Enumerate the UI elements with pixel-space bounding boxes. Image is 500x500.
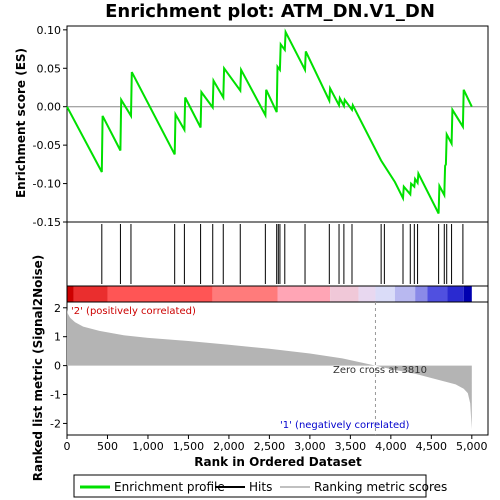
es-ytick-label: -0.05 — [33, 139, 61, 152]
legend-label: Enrichment profile — [114, 480, 225, 494]
es-ytick-label: -0.15 — [33, 216, 61, 229]
es-panel-frame — [66, 25, 489, 223]
x-tick-label: 3,000 — [294, 440, 326, 453]
colorbar-segment — [447, 286, 464, 302]
x-tick-label: 1,500 — [173, 440, 205, 453]
x-tick-label: 4,000 — [375, 440, 407, 453]
x-tick-label: 3,500 — [335, 440, 367, 453]
x-tick-label: 500 — [97, 440, 118, 453]
negative-correlation-label: '1' (negatively correlated) — [280, 420, 409, 431]
zero-cross-label: Zero cross at 3810 — [333, 365, 427, 376]
metric-ytick-label: 2 — [54, 302, 61, 315]
x-axis-label: Rank in Ordered Dataset — [194, 455, 362, 469]
colorbar-segment — [73, 286, 108, 302]
x-tick-label: 2,500 — [254, 440, 286, 453]
colorbar-segment — [277, 286, 331, 302]
enrichment-profile-line — [66, 28, 473, 214]
x-tick-label: 5,000 — [456, 440, 488, 453]
colorbar-segment — [212, 286, 278, 302]
x-tick-label: 2,000 — [213, 440, 245, 453]
colorbar-segment — [67, 286, 74, 302]
legend-box — [73, 474, 427, 498]
es-ytick-label: 0.00 — [37, 101, 62, 114]
legend-label: Hits — [249, 480, 272, 494]
colorbar-segment — [463, 286, 472, 302]
es-ytick-label: 0.05 — [37, 62, 62, 75]
es-ytick-label: 0.10 — [37, 24, 62, 37]
positive-correlation-label: '2' (positively correlated) — [71, 306, 196, 317]
colorbar-segment — [415, 286, 428, 302]
colorbar-segment — [330, 286, 359, 302]
metric-ytick-label: 0 — [54, 360, 61, 373]
colorbar-segment — [427, 286, 448, 302]
metric-ytick-label: -1 — [50, 389, 61, 402]
colorbar-segment — [107, 286, 213, 302]
legend-label: Ranking metric scores — [314, 480, 447, 494]
chart-title: Enrichment plot: ATM_DN.V1_DN — [105, 1, 435, 22]
metric-axis-label: Ranked list metric (Signal2Noise) — [31, 255, 45, 482]
es-ytick-label: -0.10 — [33, 178, 61, 191]
x-tick-label: 1,000 — [132, 440, 164, 453]
metric-ytick-label: 1 — [54, 331, 61, 344]
metric-ytick-label: -2 — [50, 417, 61, 430]
colorbar-segment — [358, 286, 376, 302]
hits-panel-frame — [66, 221, 489, 287]
x-tick-label: 0 — [64, 440, 71, 453]
es-axis-label: Enrichment score (ES) — [14, 48, 28, 198]
x-tick-label: 4,500 — [416, 440, 448, 453]
colorbar-segment — [375, 286, 395, 302]
colorbar-segment — [394, 286, 416, 302]
